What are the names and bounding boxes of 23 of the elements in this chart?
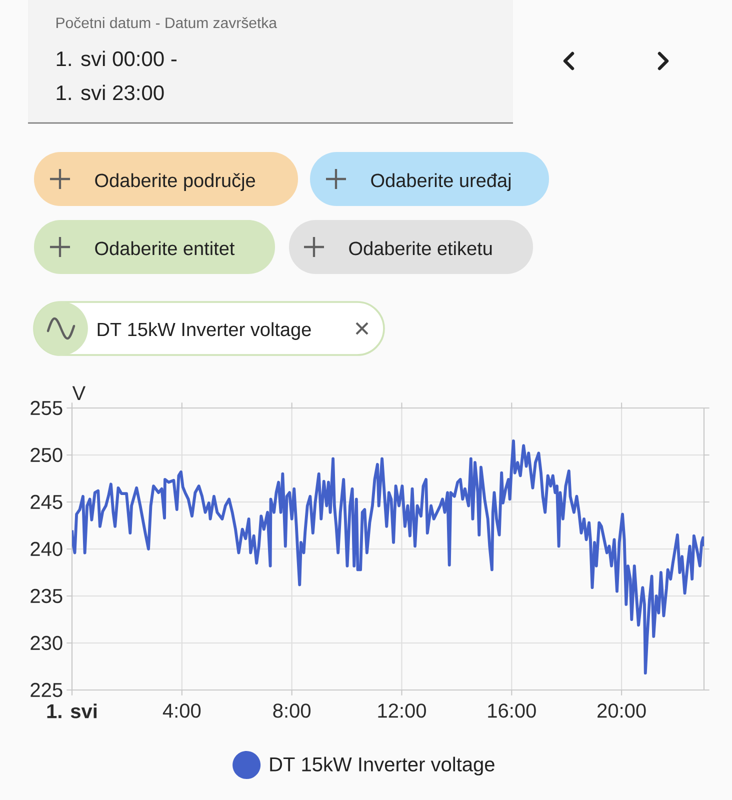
- legend-label: DT 15kW Inverter voltage: [270, 756, 494, 776]
- text: 1. svi 00:00 -: [56, 50, 176, 66]
- text: DT 15kW Inverter voltage: [98, 322, 311, 340]
- y-axis-title: V: [72, 386, 86, 400]
- text: Odaberite uređaj: [371, 173, 510, 191]
- x-tick-label: 12:00: [378, 704, 426, 718]
- y-tick-label: 225: [30, 682, 62, 698]
- y-tick-label: 250: [30, 448, 62, 462]
- x-tick-label: 4:00: [162, 704, 201, 718]
- x-tick-label: 1. svi: [47, 704, 97, 718]
- y-tick-label: 245: [30, 494, 62, 510]
- text: Početni datum - Datum završetka: [56, 17, 277, 28]
- text: Odaberite entitet: [95, 241, 235, 256]
- text: Odaberite područje: [95, 173, 255, 191]
- text: 1. svi 23:00: [56, 84, 164, 100]
- y-tick-label: 235: [30, 588, 62, 604]
- x-tick-label: 16:00: [488, 704, 536, 718]
- text: Odaberite etiketu: [349, 241, 492, 256]
- x-tick-label: 8:00: [273, 704, 310, 718]
- y-tick-label: 255: [30, 400, 62, 416]
- y-tick-label: 230: [30, 636, 62, 650]
- y-tick-label: 240: [30, 542, 62, 556]
- x-tick-label: 20:00: [598, 704, 646, 718]
